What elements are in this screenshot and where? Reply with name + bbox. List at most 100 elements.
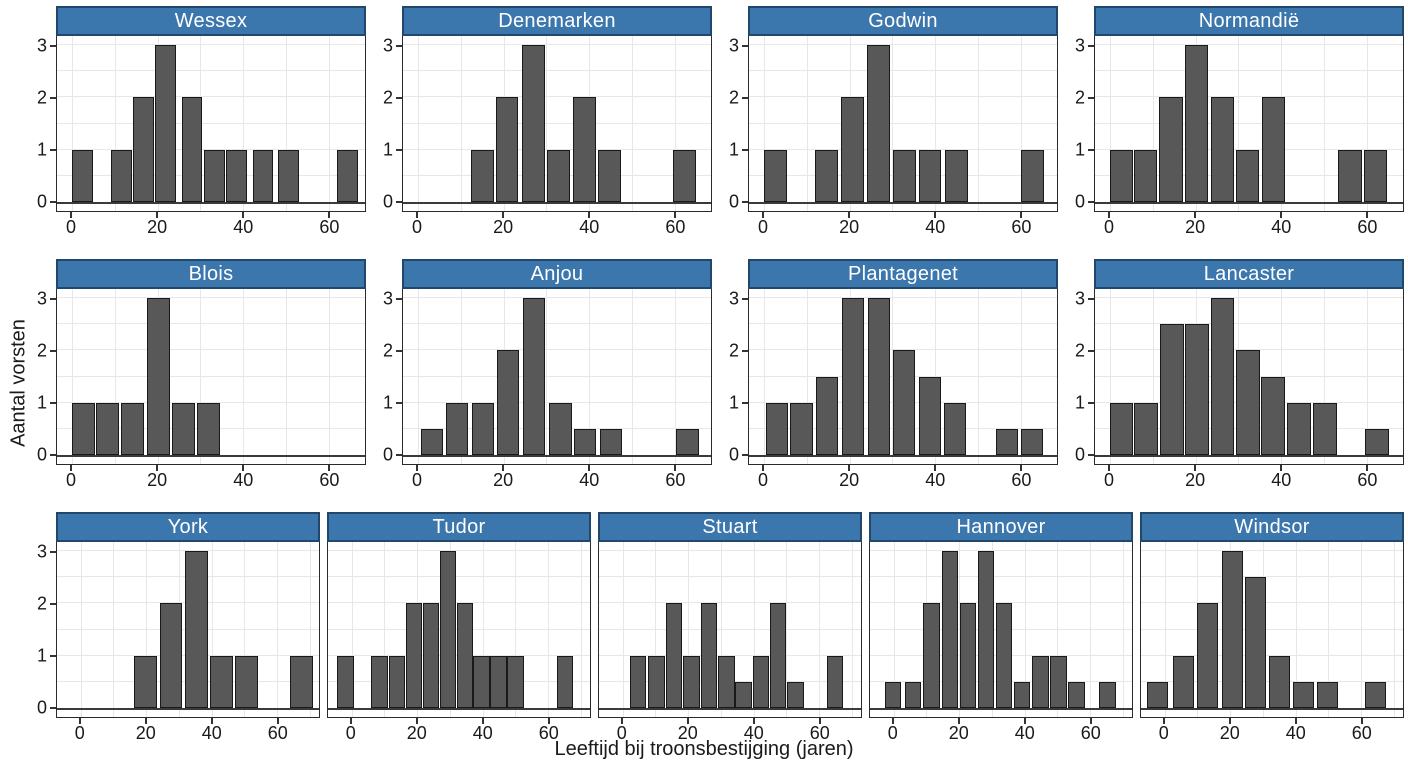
gridline <box>870 576 1132 578</box>
x-tick <box>848 465 851 471</box>
x-tick <box>848 212 851 218</box>
histogram-bar <box>549 402 572 456</box>
x-tick-label: 40 <box>1271 470 1292 490</box>
histogram-bar <box>439 550 457 709</box>
x-tick <box>686 718 689 724</box>
x-tick-label: 0 <box>1104 217 1115 237</box>
gridline <box>1109 36 1111 211</box>
histogram-bar <box>573 428 596 456</box>
histogram-bar <box>1292 681 1314 709</box>
facet-strip: Plantagenet <box>748 259 1058 289</box>
gridline <box>1323 36 1325 211</box>
x-tick <box>210 718 213 724</box>
gridline <box>599 549 861 551</box>
y-tick-label: 0 <box>1074 191 1085 212</box>
x-tick-label: 60 <box>809 723 830 743</box>
facet-strip: Hannover <box>869 512 1133 542</box>
gridline <box>244 542 246 717</box>
x-tick-label: 20 <box>135 723 156 743</box>
gridline <box>403 349 711 351</box>
x-tick-label: 0 <box>66 470 77 490</box>
histogram-bar <box>278 149 299 203</box>
gridline <box>57 96 365 98</box>
gridline <box>57 401 365 403</box>
facet-plot <box>327 541 591 718</box>
gridline <box>599 602 861 604</box>
histogram-bar <box>941 550 959 709</box>
x-tick <box>674 212 677 218</box>
x-axis: 0 20 40 60 <box>748 212 1058 238</box>
x-tick-label: 20 <box>1219 723 1240 743</box>
gridline <box>351 542 353 717</box>
y-tick-label: 0 <box>36 191 47 212</box>
x-tick <box>1280 465 1283 471</box>
facet-plot <box>1094 288 1404 465</box>
gridline <box>403 401 711 403</box>
x-tick-label: 40 <box>743 723 764 743</box>
gridline <box>749 122 1057 124</box>
gridline <box>1095 70 1403 72</box>
facet-plot <box>402 35 712 212</box>
x-tick <box>481 718 484 724</box>
x-tick-label: 60 <box>665 217 686 237</box>
x-tick-label: 40 <box>472 723 493 743</box>
gridline <box>403 323 711 325</box>
y-tick <box>742 297 748 300</box>
facet-plot <box>869 541 1133 718</box>
histogram-bar <box>1173 655 1195 709</box>
x-tick <box>242 465 245 471</box>
gridline <box>580 542 582 717</box>
y-tick <box>396 96 402 99</box>
x-tick <box>416 465 419 471</box>
x-tick <box>1360 718 1363 724</box>
gridline <box>763 36 765 211</box>
gridline <box>1366 289 1368 464</box>
gridline <box>688 542 690 717</box>
y-tick-label: 2 <box>1074 87 1085 108</box>
x-axis: 0 20 40 60 <box>56 465 366 491</box>
gridline <box>806 36 808 211</box>
y-tick <box>396 349 402 352</box>
y-tick <box>50 454 56 457</box>
histogram-bar <box>1160 324 1184 456</box>
histogram-bar <box>456 603 474 709</box>
x-tick <box>1020 212 1023 218</box>
x-tick-label: 60 <box>1080 723 1101 743</box>
x-axis: 0 20 40 60 <box>56 212 366 238</box>
histogram-bar <box>867 297 891 456</box>
facet-row-1: 0 1 2 3 Wessex 0 20 40 60 0 1 2 3 Denemarken 0 20 40 60 0 1… <box>30 6 1404 239</box>
x-tick-label: 60 <box>538 723 559 743</box>
histogram-bar <box>226 149 247 203</box>
histogram-bar <box>497 350 520 456</box>
histogram-bar <box>1363 149 1388 203</box>
gridline <box>546 289 548 464</box>
histogram-bar <box>471 149 494 203</box>
histogram-bar <box>1245 577 1267 709</box>
gridline <box>599 576 861 578</box>
histogram-bar <box>1210 97 1235 203</box>
zero-baseline <box>749 202 1057 204</box>
y-tick-label: 0 <box>382 191 393 212</box>
histogram-bar <box>923 603 940 709</box>
y-tick-label: 2 <box>1074 340 1085 361</box>
facet-strip: Anjou <box>402 259 712 289</box>
gridline <box>749 296 1057 298</box>
histogram-bar <box>388 655 405 709</box>
histogram-bar <box>960 603 977 709</box>
gridline <box>870 549 1132 551</box>
histogram-bar <box>337 655 354 709</box>
facet-strip: Windsor <box>1140 512 1404 542</box>
facet-row-3: 0 1 2 3 York 0 20 40 60 Tudor 0 20 40 60 Stuart 0 20 40 60… <box>30 512 1404 745</box>
histogram-bar <box>495 97 519 203</box>
histogram-bar <box>1185 324 1209 456</box>
x-tick <box>1280 212 1283 218</box>
facet-row-2: 0 1 2 3 Blois 0 20 40 60 0 1 2 3 Anjou 0 20 40 60 0 1 2 3 Plan… <box>30 259 1404 492</box>
histogram-bar <box>735 681 752 709</box>
histogram-bar <box>1134 402 1158 456</box>
gridline <box>1095 122 1403 124</box>
y-axis-york: 0 1 2 3 <box>30 512 56 745</box>
y-tick <box>396 44 402 47</box>
x-tick <box>1366 465 1369 471</box>
x-tick <box>1194 212 1197 218</box>
histogram-bar <box>769 603 787 709</box>
